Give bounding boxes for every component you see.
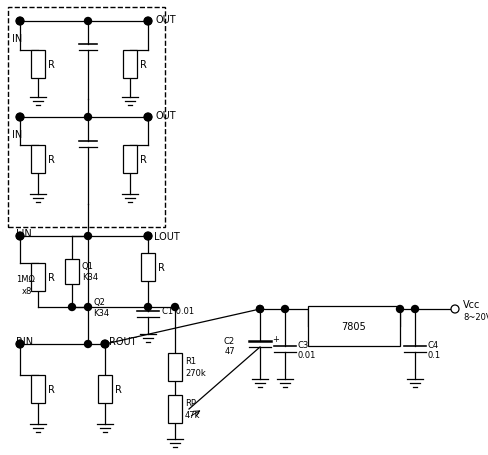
Bar [8, 8, 164, 228]
Text: RIN: RIN [16, 336, 33, 346]
Circle shape [68, 304, 75, 311]
Bar [31, 263, 45, 291]
Text: C1 0.01: C1 0.01 [162, 306, 194, 315]
Text: 47k: 47k [184, 410, 200, 420]
Text: RP: RP [184, 399, 196, 408]
Text: OUT: OUT [156, 111, 176, 121]
Text: R: R [48, 155, 55, 165]
Circle shape [143, 233, 152, 241]
Bar [168, 353, 182, 381]
Text: Q2: Q2 [93, 297, 104, 306]
Text: C3: C3 [296, 341, 307, 350]
Bar [98, 375, 112, 403]
Text: R: R [158, 263, 164, 273]
Text: C2: C2 [224, 336, 235, 345]
Text: K34: K34 [82, 273, 98, 282]
Text: 7805: 7805 [341, 321, 366, 331]
Bar [123, 146, 137, 174]
Text: R: R [140, 60, 146, 70]
Bar [31, 51, 45, 79]
Text: OUT: OUT [156, 15, 176, 25]
Text: R: R [48, 60, 55, 70]
Text: 8~20V: 8~20V [462, 313, 488, 322]
Text: 0.01: 0.01 [296, 351, 315, 360]
Text: Q1: Q1 [82, 261, 94, 270]
Circle shape [17, 233, 23, 240]
Circle shape [84, 341, 91, 348]
Text: R: R [115, 384, 122, 394]
Circle shape [144, 233, 151, 240]
Circle shape [16, 18, 24, 26]
Circle shape [256, 306, 263, 313]
Bar [123, 51, 137, 79]
Circle shape [171, 304, 178, 311]
Circle shape [396, 306, 403, 313]
Text: 47: 47 [224, 346, 235, 355]
Text: IN: IN [12, 34, 22, 44]
Text: 1MΩ: 1MΩ [16, 275, 35, 284]
Bar [65, 259, 79, 284]
Circle shape [16, 340, 24, 348]
Circle shape [84, 19, 91, 25]
Circle shape [102, 341, 108, 348]
Circle shape [17, 114, 23, 121]
Circle shape [84, 304, 91, 311]
Circle shape [411, 306, 418, 313]
Text: ROUT: ROUT [109, 336, 136, 346]
Text: IN: IN [12, 130, 22, 140]
Text: 0.1: 0.1 [426, 351, 439, 360]
Bar [31, 375, 45, 403]
Circle shape [84, 233, 91, 240]
Text: 270k: 270k [184, 369, 205, 378]
Circle shape [17, 341, 23, 348]
Text: C4: C4 [426, 341, 437, 350]
Circle shape [143, 114, 152, 122]
Text: +: + [271, 335, 278, 344]
Bar [307, 306, 399, 346]
Circle shape [144, 19, 151, 25]
Circle shape [144, 304, 151, 311]
Circle shape [256, 306, 263, 313]
Circle shape [101, 340, 109, 348]
Text: x8: x8 [22, 286, 32, 295]
Circle shape [17, 19, 23, 25]
Circle shape [16, 114, 24, 122]
Text: Vcc: Vcc [462, 299, 479, 309]
Bar [31, 146, 45, 174]
Circle shape [144, 114, 151, 121]
Text: K34: K34 [93, 309, 109, 318]
Text: LIN: LIN [16, 228, 32, 238]
Text: R: R [48, 273, 55, 283]
Circle shape [450, 305, 458, 313]
Text: R1: R1 [184, 357, 196, 366]
Text: LOUT: LOUT [154, 232, 180, 242]
Circle shape [143, 18, 152, 26]
Circle shape [281, 306, 288, 313]
Bar [141, 253, 155, 281]
Bar [168, 395, 182, 423]
Text: R: R [48, 384, 55, 394]
Circle shape [84, 114, 91, 121]
Circle shape [16, 233, 24, 241]
Text: R: R [140, 155, 146, 165]
